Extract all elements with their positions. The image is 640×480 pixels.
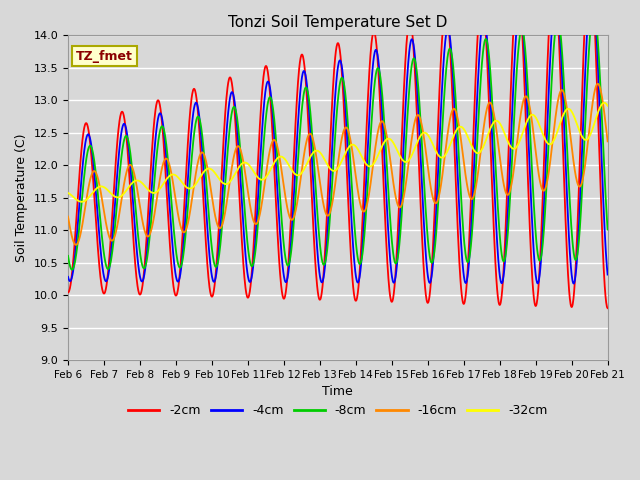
Legend: -2cm, -4cm, -8cm, -16cm, -32cm: -2cm, -4cm, -8cm, -16cm, -32cm xyxy=(123,399,552,422)
X-axis label: Time: Time xyxy=(323,385,353,398)
Y-axis label: Soil Temperature (C): Soil Temperature (C) xyxy=(15,133,28,262)
Text: TZ_fmet: TZ_fmet xyxy=(76,50,133,63)
Title: Tonzi Soil Temperature Set D: Tonzi Soil Temperature Set D xyxy=(228,15,447,30)
